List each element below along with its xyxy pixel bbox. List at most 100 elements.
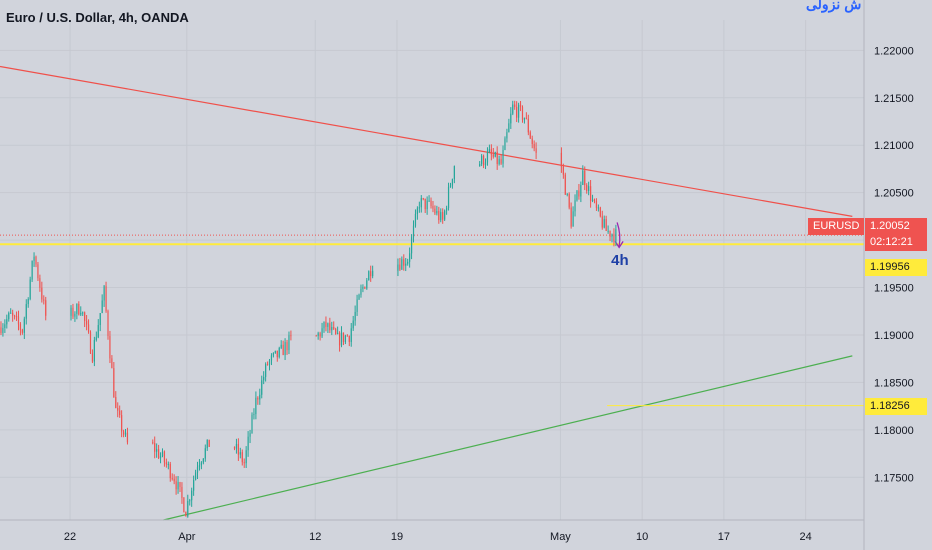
price-tick-label: 1.21000 [874, 140, 914, 152]
candle-body [451, 178, 454, 186]
candle-body [356, 299, 358, 312]
candle [169, 461, 171, 482]
candle-body [521, 106, 524, 120]
candle-body [337, 332, 339, 335]
candle-body [498, 159, 500, 164]
candle-body [488, 149, 491, 153]
candle-body [91, 353, 94, 362]
candle-body [80, 312, 82, 315]
candle-body [368, 271, 370, 281]
candle [272, 352, 275, 358]
candle [506, 128, 508, 143]
candle-body [317, 333, 319, 336]
candle [25, 299, 27, 325]
candle [422, 197, 424, 201]
candle-body [352, 320, 354, 329]
candle [584, 166, 586, 191]
candle-body [533, 144, 535, 149]
candle-body [268, 360, 271, 365]
candle [31, 260, 33, 282]
candle [87, 319, 90, 334]
candle [517, 102, 520, 123]
candle-body [372, 270, 374, 277]
candle-body [208, 439, 210, 447]
candle [161, 448, 164, 458]
candle-body [588, 186, 590, 192]
candle [208, 439, 210, 447]
candle [204, 444, 206, 462]
candle-body [204, 448, 206, 459]
candle-body [436, 210, 438, 214]
candle [276, 350, 278, 362]
candle [249, 429, 251, 444]
candle [15, 311, 18, 321]
candle-body [440, 212, 442, 221]
candle-body [84, 312, 86, 321]
candle-body [29, 279, 31, 299]
candle-body [191, 490, 193, 501]
candle-body [19, 324, 22, 330]
candle-body [529, 132, 531, 139]
candle-body [574, 200, 576, 212]
candle [607, 225, 609, 234]
candle [484, 158, 487, 170]
price-tick-label: 1.19500 [874, 283, 914, 295]
candle-body [202, 458, 204, 463]
candle [432, 200, 434, 213]
candle-body [235, 443, 238, 449]
candle-body [527, 118, 529, 133]
candles [0, 100, 617, 518]
annotation-4h: 4h [611, 252, 629, 270]
time-tick-label: May [550, 531, 571, 543]
arrow-head [614, 241, 624, 249]
candle-body [562, 166, 564, 175]
candle [397, 258, 399, 277]
candle-body [107, 311, 109, 337]
candle-body [514, 104, 516, 107]
candle [105, 281, 107, 313]
candle [582, 165, 584, 186]
candle-body [187, 501, 189, 517]
candle-body [288, 335, 290, 351]
candle-body [27, 298, 29, 305]
candle-body [428, 200, 430, 202]
candle-body [122, 431, 125, 435]
candle [486, 147, 489, 166]
candle-body [492, 154, 494, 157]
candle-body [31, 260, 33, 280]
watermark-text: ش نزولی [806, 0, 862, 12]
candle [362, 284, 364, 293]
candle-body [430, 200, 432, 206]
candle [516, 101, 518, 123]
candle [523, 117, 526, 124]
candle-body [95, 337, 97, 341]
candle-body [78, 303, 80, 315]
candle-body [335, 328, 337, 335]
candle [533, 140, 535, 152]
candle-body [418, 207, 420, 209]
candle-body [183, 497, 185, 513]
candle [492, 148, 494, 159]
candle [525, 112, 527, 120]
candle [194, 469, 197, 481]
candle [237, 438, 239, 461]
candle-body [89, 331, 92, 354]
candle-body [416, 208, 419, 214]
candle-body [103, 286, 105, 301]
candle-body [245, 450, 247, 464]
candle [562, 163, 564, 179]
candle [13, 314, 16, 320]
candle [327, 322, 329, 334]
candle-body [358, 294, 360, 300]
candle-body [265, 364, 267, 377]
candle-body [566, 193, 568, 195]
candle-body [257, 397, 259, 400]
candle [403, 254, 405, 271]
candle [335, 327, 337, 335]
candle-body [586, 185, 588, 192]
candle-body [70, 307, 72, 316]
candle [354, 305, 356, 326]
candle-body [362, 286, 364, 289]
candle [434, 205, 436, 216]
